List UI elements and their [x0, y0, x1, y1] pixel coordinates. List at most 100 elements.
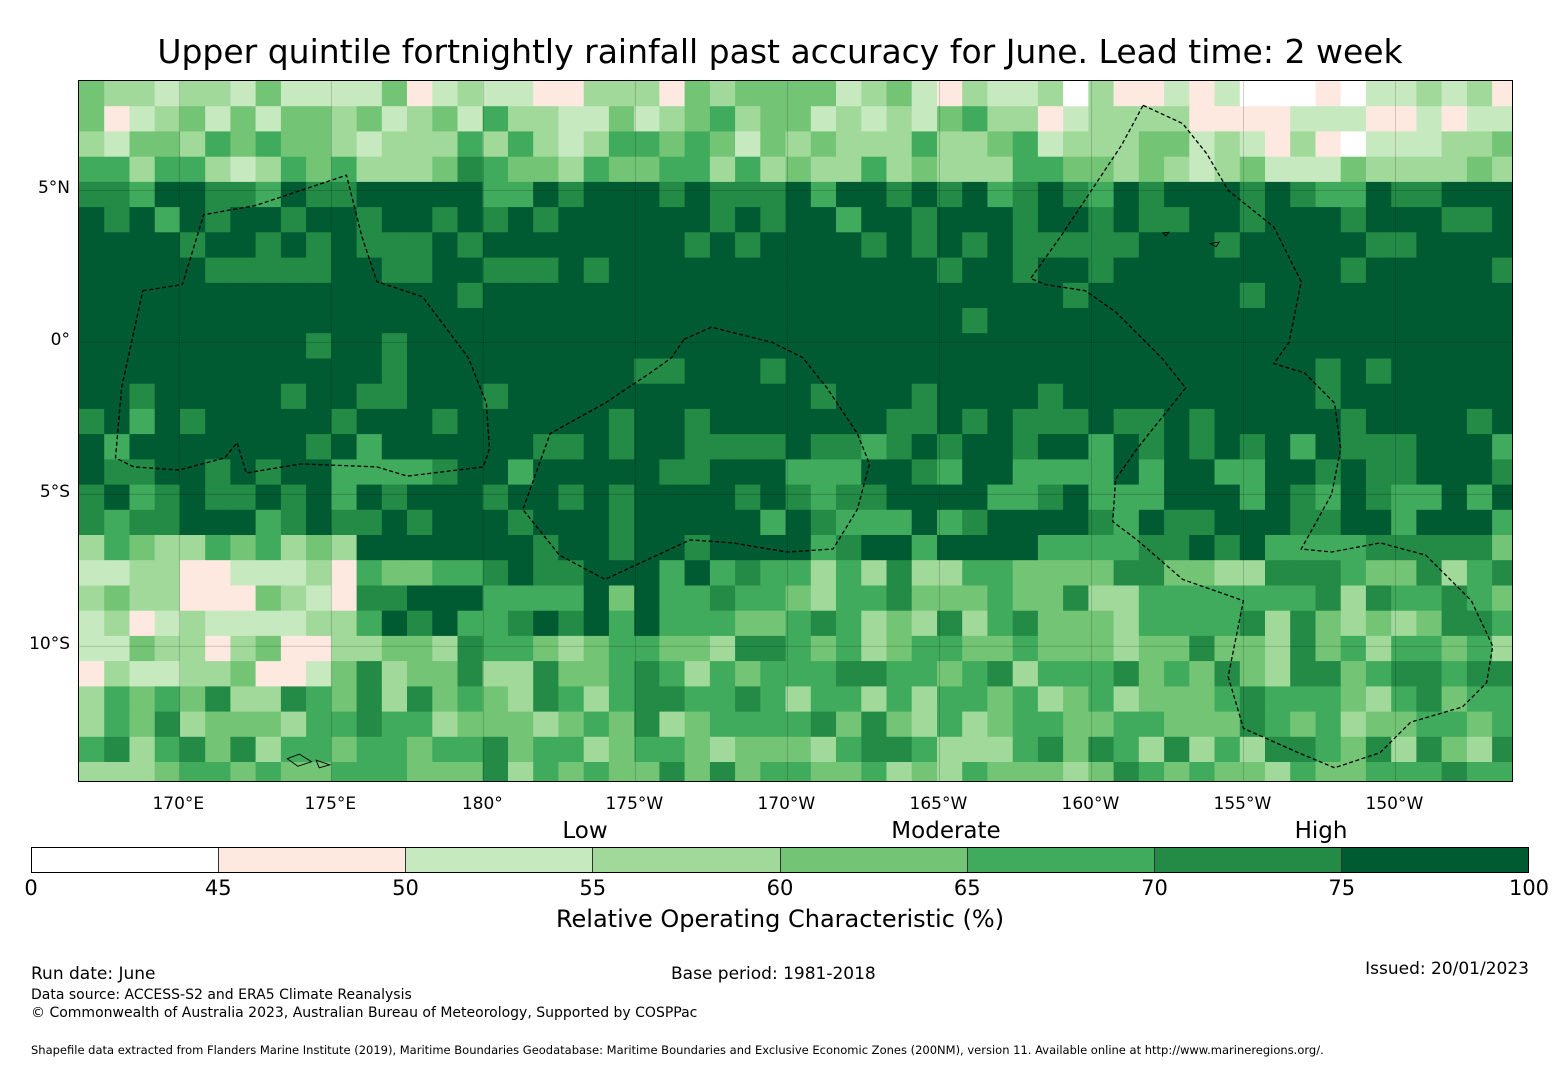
- grid-cell: [1164, 308, 1190, 334]
- grid-cell: [1416, 106, 1443, 132]
- grid-cell: [1391, 762, 1417, 781]
- grid-cell: [1290, 535, 1316, 561]
- grid-cell: [1492, 282, 1512, 309]
- grid-cell: [230, 484, 257, 511]
- grid-cell: [1416, 585, 1443, 612]
- grid-cell: [1012, 585, 1039, 612]
- grid-cell: [785, 434, 812, 460]
- grid-cell: [760, 686, 787, 713]
- grid-cell: [1063, 257, 1089, 284]
- grid-cell: [205, 509, 231, 536]
- grid-cell: [1492, 560, 1512, 586]
- grid-cell: [533, 585, 559, 612]
- grid-cell: [356, 282, 383, 309]
- grid-cell: [1239, 535, 1266, 561]
- grid-cell: [1113, 207, 1140, 233]
- grid-cell: [1189, 81, 1216, 107]
- grid-cell: [381, 106, 408, 132]
- grid-cell: [306, 207, 332, 233]
- grid-cell: [179, 585, 206, 612]
- grid-cell: [255, 434, 282, 460]
- grid-cell: [407, 156, 433, 183]
- grid-cell: [937, 383, 963, 410]
- grid-cell: [1138, 635, 1165, 662]
- grid-cell: [179, 232, 206, 259]
- grid-cell: [886, 282, 913, 309]
- grid-cells: [79, 81, 1512, 781]
- grid-cell: [407, 333, 433, 359]
- grid-cell: [1441, 358, 1468, 385]
- grid-cell: [179, 383, 206, 410]
- grid-cell: [1315, 282, 1342, 309]
- grid-cell: [1189, 408, 1216, 435]
- grid-cell: [129, 131, 156, 158]
- grid-cell: [1063, 156, 1089, 183]
- grid-cell: [785, 484, 812, 511]
- grid-cell: [1290, 509, 1316, 536]
- grid-cell: [1063, 131, 1089, 158]
- grid-cell: [836, 257, 862, 284]
- grid-cell: [1239, 509, 1266, 536]
- grid-cell: [684, 560, 711, 586]
- grid-cell: [911, 257, 938, 284]
- grid-cell: [79, 408, 105, 435]
- grid-cell: [1239, 81, 1266, 107]
- grid-cell: [1492, 232, 1512, 259]
- colorbar: [31, 847, 1529, 873]
- grid-cell: [1012, 106, 1039, 132]
- grid-cell: [1214, 762, 1241, 781]
- grid-cell: [255, 333, 282, 359]
- grid-cell: [1214, 408, 1241, 435]
- grid-cell: [810, 459, 837, 486]
- grid-cell: [1037, 686, 1064, 713]
- grid-cell: [608, 736, 635, 763]
- grid-cell: [1466, 484, 1493, 511]
- grid-cell: [533, 156, 559, 183]
- grid-cell: [1365, 131, 1392, 158]
- grid-cell: [306, 661, 332, 687]
- grid-cell: [1138, 308, 1165, 334]
- grid-cell: [79, 560, 105, 586]
- grid-cell: [1441, 257, 1468, 284]
- grid-cell: [709, 661, 736, 687]
- grid-cell: [432, 509, 459, 536]
- grid-cell: [533, 333, 559, 359]
- grid-cell: [937, 535, 963, 561]
- grid-cell: [457, 106, 484, 132]
- grid-cell: [482, 257, 509, 284]
- grid-cell: [608, 560, 635, 586]
- grid-cell: [1265, 711, 1291, 738]
- grid-cell: [1290, 232, 1316, 259]
- grid-cell: [1391, 585, 1417, 612]
- grid-cell: [331, 535, 358, 561]
- grid-cell: [785, 156, 812, 183]
- grid-cell: [306, 358, 332, 385]
- grid-cell: [280, 736, 307, 763]
- colorbar-segment: [1341, 848, 1528, 872]
- grid-cell: [1189, 635, 1216, 662]
- grid-cell: [1113, 408, 1140, 435]
- grid-cell: [937, 711, 963, 738]
- grid-cell: [381, 585, 408, 612]
- grid-cell: [558, 711, 585, 738]
- colorbar-tick-label: 65: [953, 876, 981, 900]
- grid-cell: [937, 509, 963, 536]
- grid-cell: [482, 635, 509, 662]
- grid-cell: [179, 711, 206, 738]
- grid-cell: [407, 762, 433, 781]
- grid-cell: [583, 434, 610, 460]
- grid-cell: [1416, 333, 1443, 359]
- grid-cell: [1466, 560, 1493, 586]
- grid-cell: [1416, 509, 1443, 536]
- grid-cell: [1164, 232, 1190, 259]
- grid-cell: [608, 358, 635, 385]
- grid-cell: [533, 434, 559, 460]
- grid-cell: [1113, 459, 1140, 486]
- grid-cell: [1113, 434, 1140, 460]
- grid-cell: [1492, 308, 1512, 334]
- grid-cell: [962, 308, 988, 334]
- grid-cell: [1315, 736, 1342, 763]
- grid-cell: [735, 585, 761, 612]
- grid-cell: [1365, 383, 1392, 410]
- grid-cell: [407, 181, 433, 208]
